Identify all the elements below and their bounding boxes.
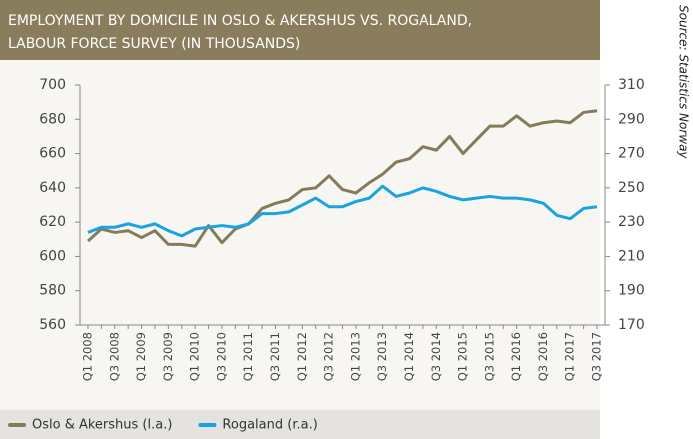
x-tick-label: Q3 2009 xyxy=(161,332,175,381)
series-line xyxy=(87,184,598,238)
chart-title: LABOUR FORCE SURVEY (IN THOUSANDS) xyxy=(8,36,300,52)
x-tick-label: Q1 2010 xyxy=(188,332,202,381)
x-tick-label: Q3 2012 xyxy=(322,332,336,381)
y-tick-label: 600 xyxy=(39,248,66,264)
y-tick-label: 620 xyxy=(39,214,66,230)
x-tick-label: Q1 2008 xyxy=(81,332,95,381)
y-tick-label: 560 xyxy=(39,317,66,333)
x-tick-label: Q3 2011 xyxy=(268,332,282,381)
chart-title: EMPLOYMENT BY DOMICILE IN OSLO & AKERSHU… xyxy=(8,13,472,29)
y2-tick-label: 190 xyxy=(618,283,645,299)
y2-tick-label: 290 xyxy=(618,111,645,127)
x-tick-label: Q3 2013 xyxy=(375,332,389,381)
legend-label: Oslo & Akershus (l.a.) xyxy=(32,418,172,433)
source: Source: Statistics Norway xyxy=(677,5,691,159)
title-band xyxy=(0,0,600,60)
x-tick-label: Q3 2014 xyxy=(429,332,443,381)
x-tick-label: Q1 2011 xyxy=(241,332,255,381)
y2-tick-label: 210 xyxy=(618,248,645,264)
x-tick-label: Q3 2008 xyxy=(107,332,121,381)
x-tick-label: Q1 2014 xyxy=(402,332,416,381)
x-tick-label: Q1 2017 xyxy=(563,332,577,381)
series-line xyxy=(86,109,598,248)
x-tick-label: Q1 2013 xyxy=(348,332,362,381)
y-tick-label: 700 xyxy=(39,77,66,93)
y-tick-label: 640 xyxy=(39,180,66,196)
y2-tick-label: 310 xyxy=(618,77,645,93)
y-tick-label: 580 xyxy=(39,283,66,299)
x-tick-label: Q3 2015 xyxy=(482,332,496,381)
y2-tick-label: 230 xyxy=(618,214,645,230)
plot-background xyxy=(0,60,600,410)
y-tick-label: 680 xyxy=(39,111,66,127)
legend-band xyxy=(0,410,600,439)
x-tick-label: Q3 2016 xyxy=(536,332,550,381)
x-tick-label: Q1 2009 xyxy=(134,332,148,381)
x-tick-label: Q1 2012 xyxy=(295,332,309,381)
x-tick-label: Q3 2017 xyxy=(590,332,604,381)
y2-tick-label: 170 xyxy=(618,317,645,333)
y2-tick-label: 250 xyxy=(618,180,645,196)
y-tick-label: 660 xyxy=(39,146,66,162)
y2-tick-label: 270 xyxy=(618,146,645,162)
x-tick-label: Q1 2015 xyxy=(456,332,470,381)
x-tick-label: Q1 2016 xyxy=(509,332,523,381)
x-tick-label: Q3 2010 xyxy=(214,332,228,381)
legend-label: Rogaland (r.a.) xyxy=(222,418,317,433)
